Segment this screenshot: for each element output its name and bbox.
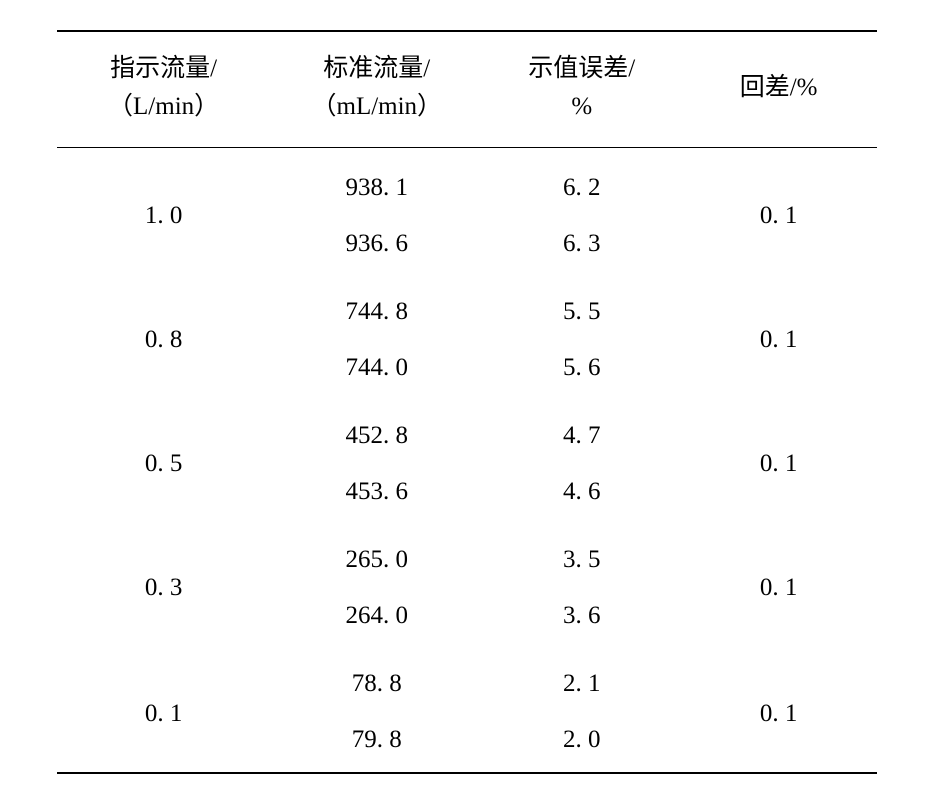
cell-standard: 452. 8 (270, 396, 483, 464)
cell-standard: 265. 0 (270, 520, 483, 588)
header-hysteresis: 回差/% (680, 31, 877, 148)
cell-error: 2. 0 (483, 712, 680, 773)
cell-error: 6. 3 (483, 216, 680, 272)
cell-hysteresis: 0. 1 (680, 272, 877, 396)
cell-error: 3. 6 (483, 588, 680, 644)
cell-indicated: 0. 8 (57, 272, 270, 396)
flow-calibration-table: 指示流量/ （L/min） 标准流量/ （mL/min） 示值误差/ % 回差/… (57, 30, 877, 774)
header-standard-flow: 标准流量/ （mL/min） (270, 31, 483, 148)
cell-error: 5. 6 (483, 340, 680, 396)
cell-indicated: 0. 5 (57, 396, 270, 520)
header-text: 示值误差/ (491, 50, 672, 88)
cell-indicated: 1. 0 (57, 148, 270, 273)
cell-standard: 744. 0 (270, 340, 483, 396)
table-header-row: 指示流量/ （L/min） 标准流量/ （mL/min） 示值误差/ % 回差/… (57, 31, 877, 148)
header-text: （L/min） (65, 88, 262, 126)
cell-indicated: 0. 3 (57, 520, 270, 644)
cell-indicated: 0. 1 (57, 644, 270, 773)
header-text: （mL/min） (278, 88, 475, 126)
table-body: 1. 0 938. 1 6. 2 0. 1 936. 6 6. 3 0. 8 7… (57, 148, 877, 774)
header-text: % (491, 88, 672, 126)
header-text: 标准流量/ (278, 50, 475, 88)
header-indicated-flow: 指示流量/ （L/min） (57, 31, 270, 148)
cell-hysteresis: 0. 1 (680, 644, 877, 773)
header-text: 回差/% (688, 69, 869, 107)
header-text: 指示流量/ (65, 50, 262, 88)
cell-standard: 264. 0 (270, 588, 483, 644)
cell-error: 3. 5 (483, 520, 680, 588)
cell-hysteresis: 0. 1 (680, 396, 877, 520)
cell-hysteresis: 0. 1 (680, 520, 877, 644)
cell-standard: 938. 1 (270, 148, 483, 217)
cell-error: 5. 5 (483, 272, 680, 340)
cell-standard: 744. 8 (270, 272, 483, 340)
cell-standard: 78. 8 (270, 644, 483, 712)
cell-hysteresis: 0. 1 (680, 148, 877, 273)
cell-standard: 936. 6 (270, 216, 483, 272)
table-row: 0. 3 265. 0 3. 5 0. 1 (57, 520, 877, 588)
table-row: 0. 1 78. 8 2. 1 0. 1 (57, 644, 877, 712)
cell-standard: 79. 8 (270, 712, 483, 773)
cell-error: 2. 1 (483, 644, 680, 712)
cell-error: 4. 7 (483, 396, 680, 464)
table-row: 1. 0 938. 1 6. 2 0. 1 (57, 148, 877, 217)
header-indication-error: 示值误差/ % (483, 31, 680, 148)
cell-error: 4. 6 (483, 464, 680, 520)
cell-standard: 453. 6 (270, 464, 483, 520)
cell-error: 6. 2 (483, 148, 680, 217)
data-table: 指示流量/ （L/min） 标准流量/ （mL/min） 示值误差/ % 回差/… (57, 30, 877, 774)
table-row: 0. 8 744. 8 5. 5 0. 1 (57, 272, 877, 340)
table-row: 0. 5 452. 8 4. 7 0. 1 (57, 396, 877, 464)
